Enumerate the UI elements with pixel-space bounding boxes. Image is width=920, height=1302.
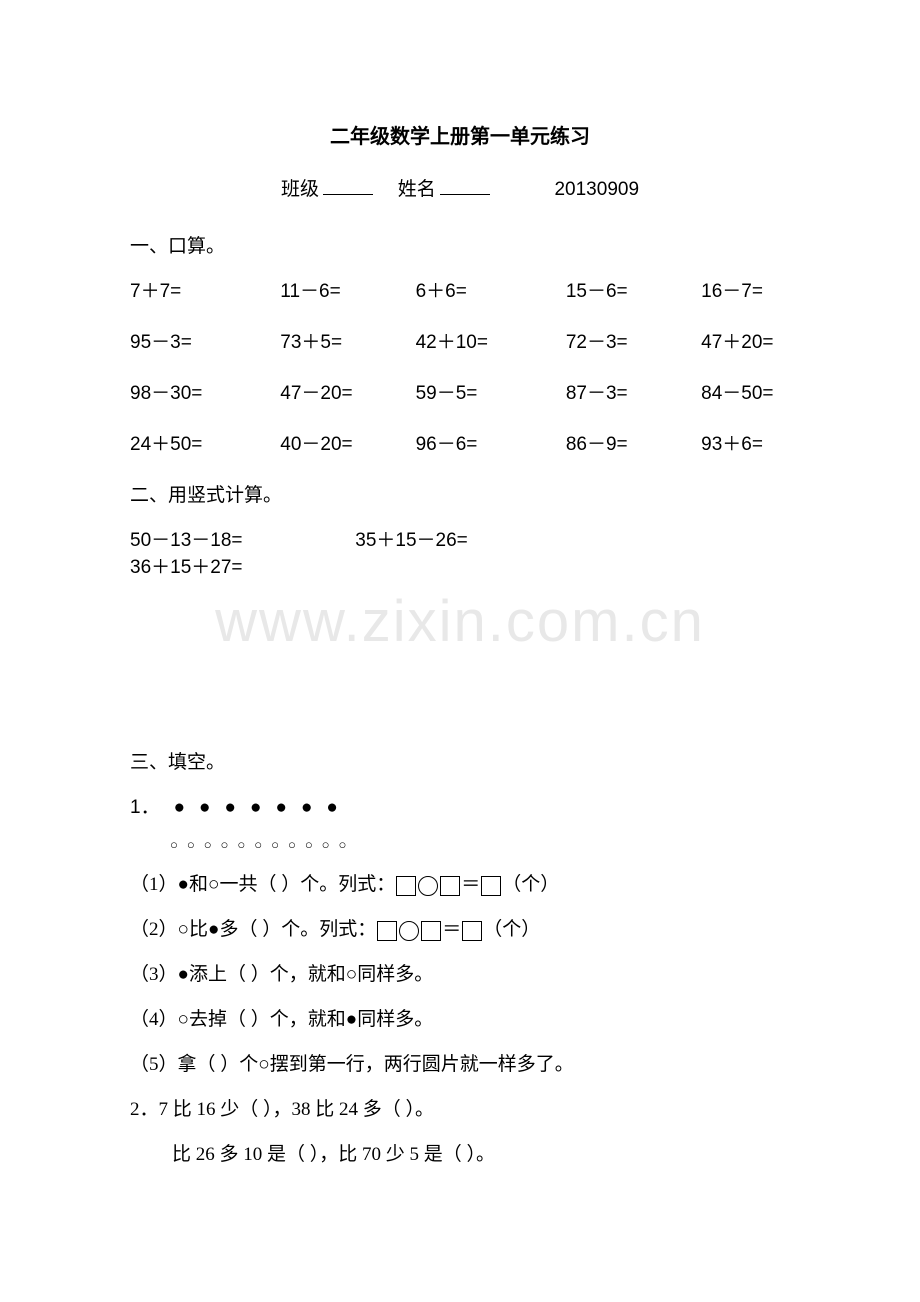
q1-4: （4）○去掉（ ）个，就和●同样多。 — [130, 1004, 790, 1031]
q1-2-text: （2）○比●多（ ）个。列式： — [130, 919, 376, 940]
class-underline — [323, 194, 373, 195]
name-underline — [440, 194, 490, 195]
q2b: 比 26 多 10 是（ ），比 70 少 5 是（ ）。 — [172, 1139, 790, 1166]
q1-2: （2）○比●多（ ）个。列式： ＝ （个） — [130, 914, 790, 941]
arith-cell: 6＋6= — [416, 276, 561, 303]
vertical-problems: 50－13－18= 35＋15－26= 36＋15＋27= — [130, 525, 790, 579]
box-icon — [440, 876, 460, 896]
equals: ＝ — [442, 919, 461, 940]
q1-number: 1． — [130, 797, 160, 818]
box-icon — [462, 921, 482, 941]
vertical-cell: 36＋15＋27= — [130, 552, 350, 579]
arith-cell: 86－9= — [566, 429, 696, 456]
circle-icon — [418, 876, 438, 896]
box-icon — [377, 921, 397, 941]
name-label: 姓名 — [398, 179, 436, 200]
class-label: 班级 — [281, 179, 319, 200]
arith-row: 95－3= 73＋5= 42＋10= 72－3= 47＋20= — [130, 327, 790, 354]
date-text: 20130909 — [554, 179, 639, 200]
arith-cell: 98－30= — [130, 378, 275, 405]
arith-cell: 96－6= — [416, 429, 561, 456]
arith-cell: 16－7= — [701, 276, 763, 303]
q1-filled-dots: 1． ●●●●●●● — [130, 792, 790, 819]
vertical-cell: 35＋15－26= — [355, 525, 575, 552]
arith-cell: 59－5= — [416, 378, 561, 405]
student-info: 班级 姓名 20130909 — [130, 174, 790, 201]
arith-cell: 11－6= — [280, 276, 410, 303]
q1-empty-dots: ○○○○○○○○○○○ — [130, 833, 790, 855]
arith-cell: 40－20= — [280, 429, 410, 456]
box-icon — [481, 876, 501, 896]
section2-header: 二、用竖式计算。 — [130, 480, 790, 507]
q1-1-post: （个） — [502, 874, 559, 895]
section1-header: 一、口算。 — [130, 231, 790, 258]
q2: 2．7 比 16 少（ ），38 比 24 多（ ）。 — [130, 1094, 790, 1121]
filled-dots: ●●●●●●● — [174, 797, 352, 818]
arith-cell: 84－50= — [701, 378, 773, 405]
vertical-cell: 50－13－18= — [130, 525, 350, 552]
arith-cell: 47－20= — [280, 378, 410, 405]
arith-row: 24＋50= 40－20= 96－6= 86－9= 93＋6= — [130, 429, 790, 456]
q1-3: （3）●添上（ ）个，就和○同样多。 — [130, 959, 790, 986]
arith-cell: 95－3= — [130, 327, 275, 354]
q1-1: （1）●和○一共（ ）个。列式： ＝ （个） — [130, 869, 790, 896]
arith-cell: 7＋7= — [130, 276, 275, 303]
equals: ＝ — [461, 874, 480, 895]
arith-cell: 93＋6= — [701, 429, 763, 456]
q1-1-text: （1）●和○一共（ ）个。列式： — [130, 874, 395, 895]
arith-cell: 72－3= — [566, 327, 696, 354]
box-icon — [421, 921, 441, 941]
q1-5: （5）拿（ ）个○摆到第一行，两行圆片就一样多了。 — [130, 1049, 790, 1076]
empty-dots: ○○○○○○○○○○○ — [170, 837, 355, 852]
section3-header: 三、填空。 — [130, 747, 790, 774]
box-icon — [396, 876, 416, 896]
arith-row: 98－30= 47－20= 59－5= 87－3= 84－50= — [130, 378, 790, 405]
page-title: 二年级数学上册第一单元练习 — [130, 120, 790, 149]
arith-cell: 87－3= — [566, 378, 696, 405]
circle-icon — [399, 921, 419, 941]
arith-row: 7＋7= 11－6= 6＋6= 15－6= 16－7= — [130, 276, 790, 303]
arith-cell: 42＋10= — [416, 327, 561, 354]
arith-cell: 73＋5= — [280, 327, 410, 354]
arith-cell: 47＋20= — [701, 327, 773, 354]
arith-cell: 15－6= — [566, 276, 696, 303]
arith-cell: 24＋50= — [130, 429, 275, 456]
q1-2-post: （个） — [483, 919, 540, 940]
